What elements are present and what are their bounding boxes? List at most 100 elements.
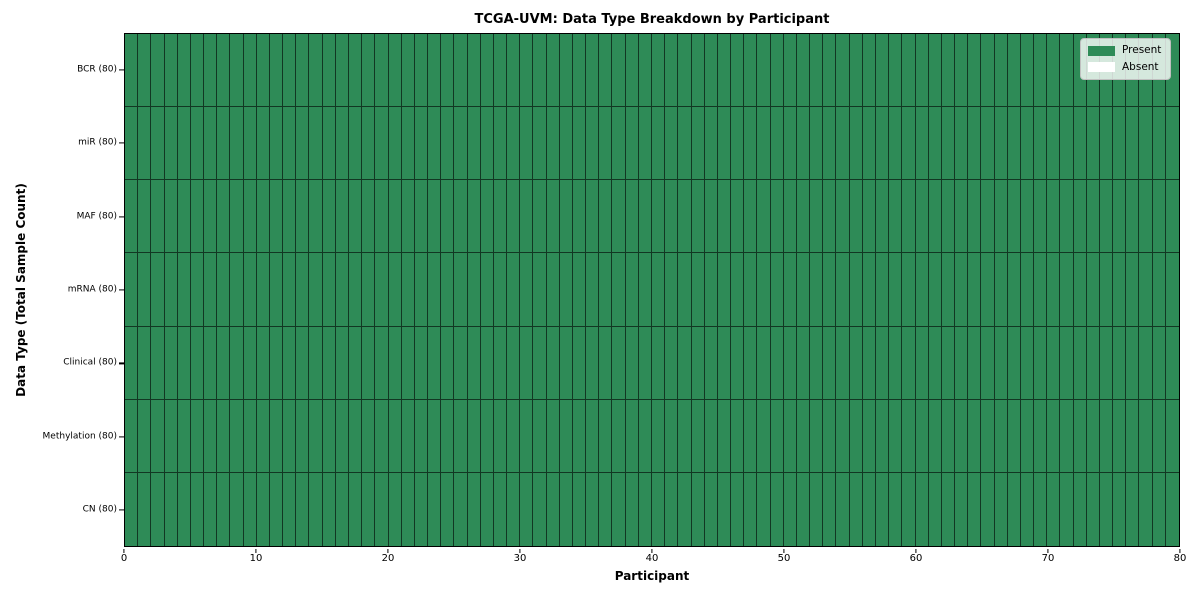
heatmap-cell-mRNA-50 — [783, 253, 797, 327]
heatmap-cell-mRNA-11 — [269, 253, 284, 327]
heatmap-cell-mRNA-14 — [309, 253, 323, 327]
heatmap-cell-MAF-55 — [849, 180, 863, 254]
heatmap-cell-mRNA-47 — [744, 253, 758, 327]
heatmap-cell-MAF-78 — [1152, 180, 1166, 254]
heatmap-cell-MAF-79 — [1165, 180, 1179, 254]
heatmap-cell-CN-30 — [520, 472, 534, 546]
heatmap-cell-Clinical-2 — [151, 326, 165, 400]
heatmap-cell-Methylation-34 — [572, 399, 587, 473]
heatmap-cell-Clinical-19 — [375, 326, 389, 400]
heatmap-cell-miR-54 — [836, 107, 850, 181]
heatmap-cell-CN-36 — [599, 472, 613, 546]
heatmap-cell-mRNA-48 — [757, 253, 771, 327]
heatmap-cell-MAF-72 — [1073, 180, 1087, 254]
heatmap-cell-mRNA-16 — [335, 253, 349, 327]
y-tick-label-miR: miR (80) — [78, 137, 117, 148]
heatmap-cell-Methylation-32 — [546, 399, 560, 473]
heatmap-cell-Clinical-77 — [1139, 326, 1153, 400]
heatmap-cell-Methylation-60 — [915, 399, 929, 473]
heatmap-cell-miR-58 — [889, 107, 903, 181]
heatmap-cell-miR-9 — [243, 107, 257, 181]
legend-swatch-absent — [1088, 62, 1115, 73]
heatmap-cell-Clinical-11 — [269, 326, 284, 400]
heatmap-cell-BCR-52 — [810, 34, 824, 108]
heatmap-cell-Methylation-47 — [744, 399, 758, 473]
heatmap-cell-BCR-62 — [941, 34, 956, 108]
heatmap-cell-Methylation-19 — [375, 399, 389, 473]
heatmap-cell-BCR-36 — [599, 34, 613, 108]
heatmap-cell-miR-71 — [1060, 107, 1074, 181]
heatmap-cell-MAF-30 — [520, 180, 534, 254]
heatmap-cell-Methylation-27 — [480, 399, 494, 473]
heatmap-cell-BCR-21 — [401, 34, 415, 108]
x-tick-label-40: 40 — [645, 553, 659, 564]
heatmap-cell-CN-42 — [678, 472, 692, 546]
heatmap-cell-Clinical-68 — [1020, 326, 1035, 400]
heatmap-cell-mRNA-64 — [968, 253, 982, 327]
heatmap-cell-Methylation-17 — [348, 399, 363, 473]
heatmap-cell-BCR-54 — [836, 34, 850, 108]
heatmap-cell-Methylation-12 — [283, 399, 297, 473]
heatmap-cell-MAF-60 — [915, 180, 929, 254]
heatmap-cell-Methylation-40 — [652, 399, 666, 473]
heatmap-cell-Clinical-35 — [586, 326, 600, 400]
heatmap-cell-mRNA-34 — [572, 253, 587, 327]
heatmap-cell-CN-34 — [572, 472, 587, 546]
heatmap-cell-mRNA-24 — [441, 253, 455, 327]
heatmap-cell-miR-26 — [467, 107, 481, 181]
heatmap-cell-BCR-3 — [164, 34, 178, 108]
heatmap-cell-mRNA-39 — [638, 253, 652, 327]
heatmap-cell-Clinical-9 — [243, 326, 257, 400]
legend-item-absent: Absent — [1088, 61, 1161, 74]
heatmap-cell-BCR-45 — [717, 34, 732, 108]
heatmap-cell-BCR-37 — [612, 34, 626, 108]
heatmap-cell-miR-12 — [283, 107, 297, 181]
heatmap-cell-miR-35 — [586, 107, 600, 181]
heatmap-cell-mRNA-71 — [1060, 253, 1074, 327]
heatmap-cell-miR-43 — [691, 107, 705, 181]
y-tick-mark — [119, 509, 124, 511]
heatmap-cell-MAF-4 — [177, 180, 191, 254]
heatmap-cell-miR-16 — [335, 107, 349, 181]
heatmap-cell-MAF-74 — [1099, 180, 1114, 254]
heatmap-cell-miR-70 — [1047, 107, 1061, 181]
heatmap-cell-miR-24 — [441, 107, 455, 181]
heatmap-cell-Methylation-35 — [586, 399, 600, 473]
heatmap-cell-MAF-75 — [1113, 180, 1127, 254]
heatmap-cell-BCR-25 — [454, 34, 468, 108]
heatmap-cell-Methylation-46 — [731, 399, 745, 473]
heatmap-cell-BCR-12 — [283, 34, 297, 108]
heatmap-cell-mRNA-61 — [928, 253, 942, 327]
heatmap-cell-mRNA-3 — [164, 253, 178, 327]
heatmap-cell-Methylation-28 — [493, 399, 508, 473]
heatmap-cell-MAF-70 — [1047, 180, 1061, 254]
heatmap-cell-Clinical-62 — [941, 326, 956, 400]
y-tick-label-CN: CN (80) — [82, 504, 117, 515]
x-axis-title: Participant — [614, 569, 690, 583]
heatmap-cell-miR-63 — [955, 107, 969, 181]
heatmap-cell-miR-6 — [204, 107, 218, 181]
heatmap-cell-CN-26 — [467, 472, 481, 546]
heatmap-cell-Clinical-63 — [955, 326, 969, 400]
heatmap-cell-miR-21 — [401, 107, 415, 181]
heatmap-cell-Methylation-24 — [441, 399, 455, 473]
heatmap-cell-mRNA-2 — [151, 253, 165, 327]
heatmap-cell-Clinical-32 — [546, 326, 560, 400]
heatmap-cell-Methylation-55 — [849, 399, 863, 473]
heatmap-cell-Clinical-14 — [309, 326, 323, 400]
heatmap-cell-Methylation-2 — [151, 399, 165, 473]
heatmap-cell-MAF-26 — [467, 180, 481, 254]
heatmap-cell-miR-8 — [230, 107, 244, 181]
y-axis-title: Data Type (Total Sample Count) — [14, 183, 28, 397]
heatmap-cell-miR-17 — [348, 107, 363, 181]
heatmap-cell-Clinical-17 — [348, 326, 363, 400]
heatmap-cell-BCR-10 — [256, 34, 270, 108]
heatmap-cell-MAF-16 — [335, 180, 349, 254]
heatmap-cell-BCR-38 — [625, 34, 639, 108]
heatmap-cell-miR-23 — [428, 107, 442, 181]
heatmap-cell-miR-53 — [823, 107, 837, 181]
heatmap-cell-Methylation-48 — [757, 399, 771, 473]
heatmap-cell-BCR-64 — [968, 34, 982, 108]
heatmap-cell-CN-9 — [243, 472, 257, 546]
heatmap-cell-Methylation-7 — [217, 399, 231, 473]
